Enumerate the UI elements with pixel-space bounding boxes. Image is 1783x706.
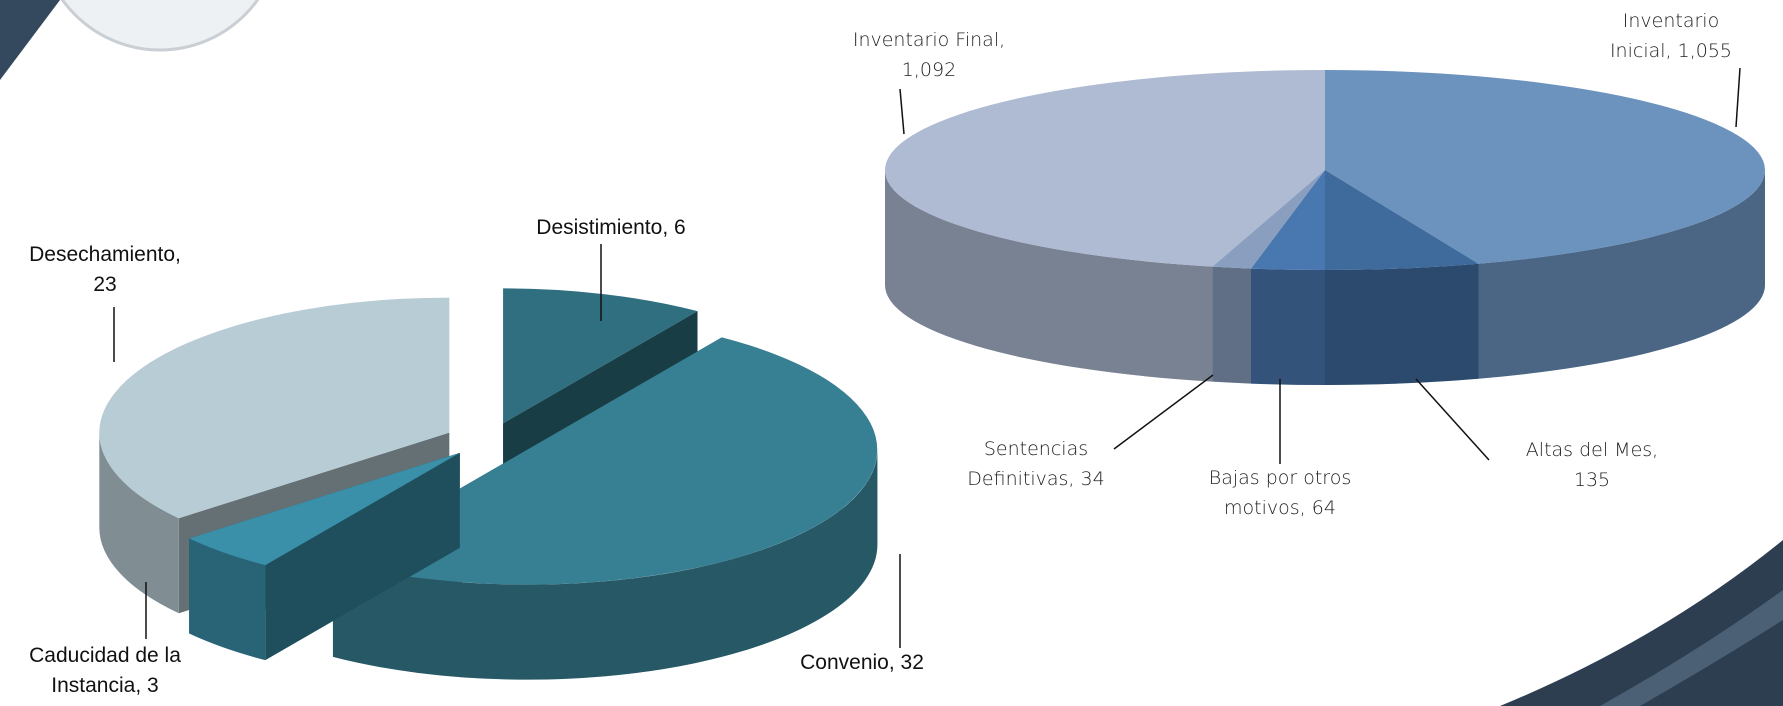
data-label: Caducidad de la Instancia, 3 [18, 641, 193, 701]
slice-shade [1478, 170, 1765, 379]
category-name: Bajas por otros motivos [1208, 467, 1352, 519]
slice-wall [1325, 263, 1479, 385]
slice-shade [189, 538, 266, 661]
label-separator: , [888, 651, 895, 674]
data-label: Sentencias Definitivas, 34 [964, 434, 1109, 494]
slice-wall [1212, 266, 1252, 384]
slice-wall [884, 170, 1213, 382]
data-label: Altas del Mes, 135 [1512, 435, 1672, 495]
label-separator: , [1299, 497, 1306, 519]
category-name: Sentencias Definitivas [967, 438, 1089, 490]
slice [189, 452, 460, 566]
slice-shade [332, 449, 878, 680]
label-separator: , [175, 243, 181, 266]
label-separator: , [135, 674, 142, 697]
slice [332, 337, 878, 585]
data-label: Inventario Final, 1,092 [837, 25, 1022, 85]
leader-line [899, 88, 905, 135]
leader-line [1113, 374, 1214, 450]
slice [1251, 170, 1325, 270]
slice-shade [1212, 266, 1252, 384]
value-label: 64 [1311, 497, 1336, 519]
slice [99, 297, 450, 519]
label-separator: , [999, 29, 1006, 51]
slice-wall [1251, 268, 1325, 385]
data-label: Inventario Inicial, 1,055 [1599, 6, 1744, 66]
value-label: 1,055 [1677, 40, 1733, 62]
data-label: Desechamiento, 23 [26, 240, 184, 300]
slice [1325, 170, 1479, 270]
slice-shade [1251, 268, 1325, 385]
category-name: Desistimiento [536, 216, 663, 239]
label-separator: , [1068, 468, 1075, 490]
slice-wall [189, 538, 266, 661]
slice-wall [332, 449, 878, 680]
slice-shade [884, 170, 1213, 382]
slice [884, 70, 1325, 267]
slice-shade [99, 432, 179, 614]
value-label: 6 [674, 216, 686, 239]
data-label: Convenio, 32 [762, 648, 962, 678]
logo [60, 0, 260, 52]
slice [1325, 70, 1765, 264]
value-label: 32 [900, 651, 924, 674]
data-label: Desistimiento, 6 [481, 213, 741, 243]
leader-line [1415, 378, 1490, 461]
corner-decor [1500, 540, 1783, 706]
label-separator: , [1652, 439, 1659, 461]
value-label: 1,092 [901, 59, 957, 81]
label-separator: , [1665, 40, 1672, 62]
category-name: Altas del Mes [1525, 439, 1653, 461]
category-name: Inventario Final [852, 29, 1000, 51]
category-name: Convenio [800, 651, 889, 674]
category-name: Inventario Inicial [1609, 10, 1720, 62]
category-name: Caducidad de la Instancia [29, 644, 181, 697]
slice-shade [1325, 263, 1479, 385]
value-label: 23 [93, 273, 117, 296]
leader-line [1735, 67, 1741, 128]
slice [1212, 170, 1325, 269]
slice [503, 288, 698, 424]
value-label: 3 [147, 674, 159, 697]
label-separator: , [662, 216, 669, 239]
corner-decor [0, 0, 60, 80]
value-label: 135 [1573, 469, 1611, 491]
data-label: Bajas por otros motivos, 64 [1198, 463, 1363, 523]
slice-wall [99, 432, 179, 614]
slice-wall [1478, 170, 1765, 379]
category-name: Desechamiento [29, 243, 176, 266]
value-label: 34 [1080, 468, 1105, 490]
